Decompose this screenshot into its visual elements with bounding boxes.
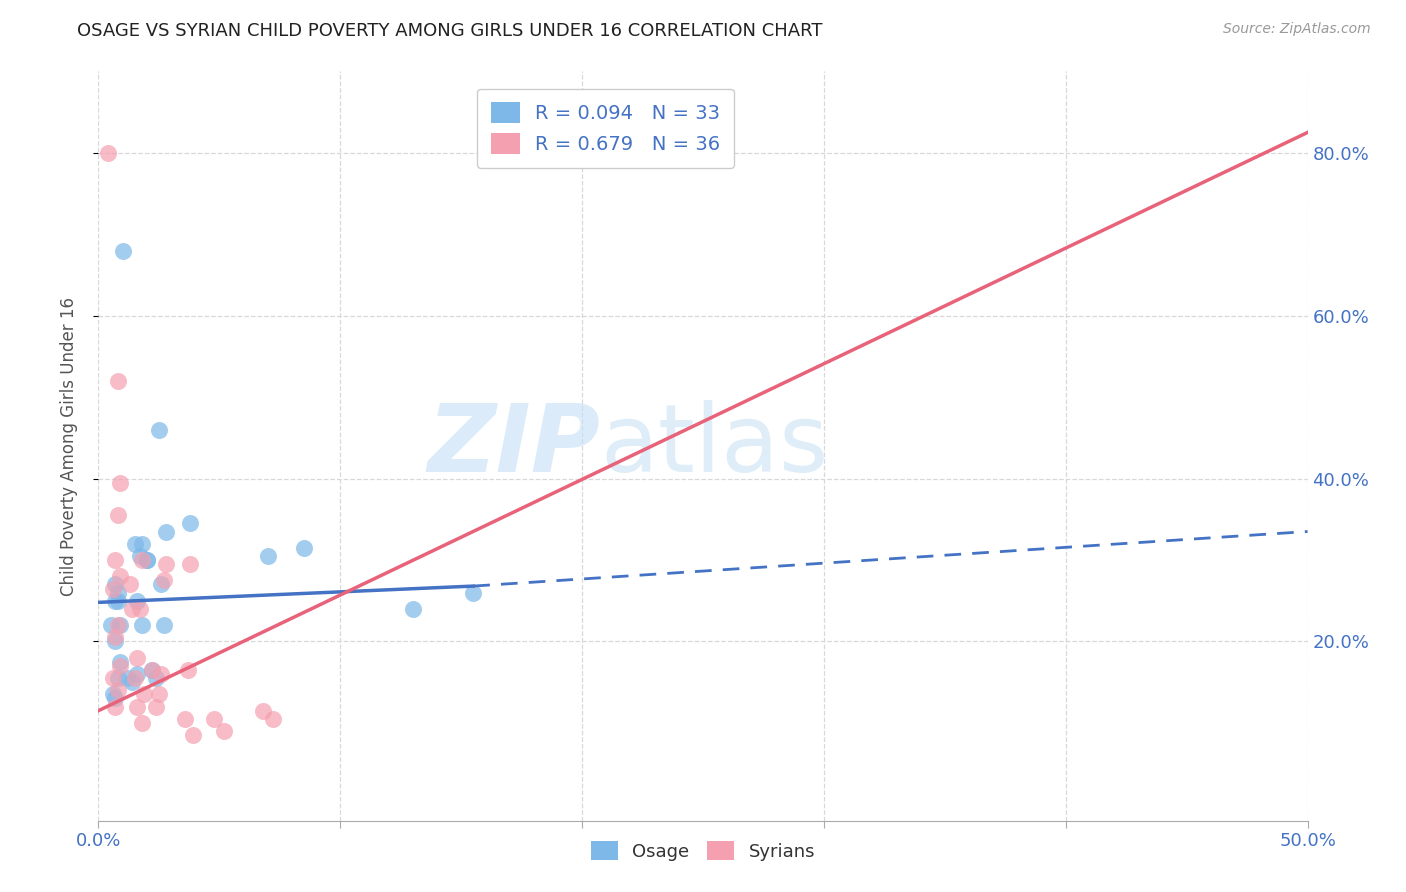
Point [179, 516, 201, 531]
Point [141, 663, 163, 677]
Point [121, 675, 143, 690]
Point [402, 602, 425, 616]
Point [127, 667, 149, 681]
Point [104, 593, 127, 607]
Point [131, 715, 153, 730]
Y-axis label: Child Poverty Among Girls Under 16: Child Poverty Among Girls Under 16 [59, 296, 77, 596]
Point [131, 553, 153, 567]
Point [104, 631, 127, 645]
Point [292, 541, 315, 555]
Point [177, 663, 200, 677]
Point [212, 724, 235, 739]
Point [104, 577, 127, 591]
Point [148, 423, 170, 437]
Point [181, 728, 204, 742]
Point [101, 687, 124, 701]
Point [152, 618, 174, 632]
Point [463, 585, 485, 599]
Point [118, 577, 141, 591]
Point [108, 475, 131, 490]
Point [108, 655, 131, 669]
Point [179, 557, 201, 571]
Point [128, 602, 150, 616]
Point [108, 569, 131, 583]
Point [108, 618, 131, 632]
Point [104, 691, 127, 706]
Point [100, 618, 122, 632]
Text: Source: ZipAtlas.com: Source: ZipAtlas.com [1223, 22, 1371, 37]
Point [145, 699, 167, 714]
Point [117, 671, 139, 685]
Point [135, 553, 157, 567]
Point [141, 663, 163, 677]
Point [252, 704, 274, 718]
Point [127, 593, 149, 607]
Point [107, 508, 129, 523]
Point [107, 593, 129, 607]
Point [97, 145, 120, 160]
Text: OSAGE VS SYRIAN CHILD POVERTY AMONG GIRLS UNDER 16 CORRELATION CHART: OSAGE VS SYRIAN CHILD POVERTY AMONG GIRL… [77, 22, 823, 40]
Point [107, 683, 129, 698]
Point [134, 687, 156, 701]
Point [150, 667, 173, 681]
Point [104, 699, 127, 714]
Point [127, 699, 149, 714]
Point [155, 524, 177, 539]
Point [107, 374, 129, 388]
Point [107, 618, 129, 632]
Point [107, 585, 129, 599]
Point [256, 549, 278, 563]
Point [174, 712, 197, 726]
Point [121, 602, 143, 616]
Point [111, 244, 134, 258]
Text: atlas: atlas [600, 400, 828, 492]
Point [262, 712, 284, 726]
Text: ZIP: ZIP [427, 400, 600, 492]
Point [124, 671, 146, 685]
Point [124, 537, 146, 551]
Point [155, 557, 177, 571]
Point [127, 650, 149, 665]
Point [148, 687, 170, 701]
Point [131, 618, 153, 632]
Point [204, 712, 226, 726]
Point [128, 549, 150, 563]
Point [104, 634, 127, 648]
Point [131, 537, 153, 551]
Legend: Osage, Syrians: Osage, Syrians [583, 833, 823, 868]
Point [101, 582, 124, 596]
Point [135, 553, 157, 567]
Point [152, 574, 174, 588]
Point [108, 659, 131, 673]
Point [101, 671, 124, 685]
Point [145, 671, 167, 685]
Point [104, 553, 127, 567]
Point [150, 577, 173, 591]
Point [107, 671, 129, 685]
